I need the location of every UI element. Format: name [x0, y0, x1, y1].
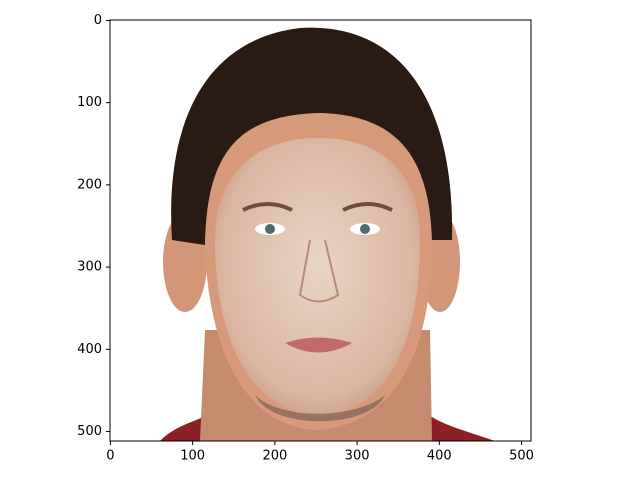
- iris-right: [360, 224, 370, 234]
- y-tick-label: 200: [77, 177, 102, 192]
- x-tick-label: 400: [427, 449, 452, 464]
- beard: [255, 395, 385, 422]
- hair: [171, 27, 453, 245]
- y-tick-label: 300: [77, 260, 102, 275]
- y-tick-label: 500: [77, 424, 102, 439]
- mouth: [285, 337, 352, 353]
- y-tick-label: 0: [94, 13, 102, 28]
- x-tick-label: 200: [262, 449, 287, 464]
- y-tick-label: 400: [77, 342, 102, 357]
- image: [160, 27, 495, 441]
- x-tick-label: 0: [106, 449, 114, 464]
- x-tick-label: 300: [345, 449, 370, 464]
- x-tick-label: 500: [509, 449, 534, 464]
- x-tick-label: 100: [180, 449, 205, 464]
- iris-left: [265, 224, 275, 234]
- face-overlay: [215, 138, 420, 418]
- axes-frame: [109, 19, 532, 442]
- nose: [298, 239, 340, 303]
- brow-left: [242, 202, 293, 212]
- brow-right: [342, 202, 393, 212]
- y-tick-label: 100: [77, 95, 102, 110]
